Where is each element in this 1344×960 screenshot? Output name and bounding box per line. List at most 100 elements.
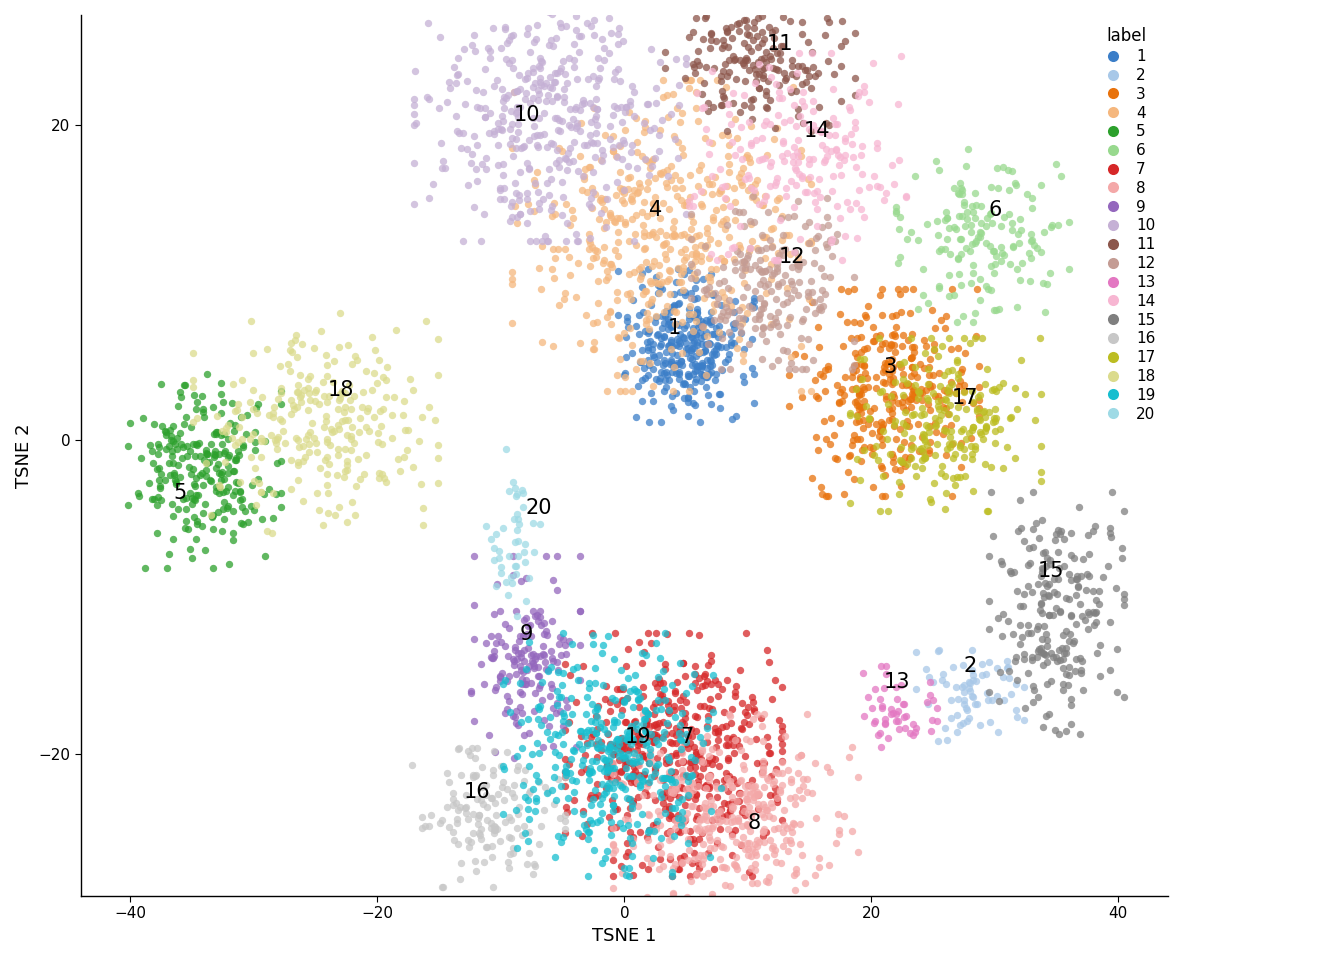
Point xyxy=(727,243,749,258)
Point xyxy=(637,96,659,111)
Point xyxy=(573,171,594,186)
Point xyxy=(847,451,868,467)
Point xyxy=(594,53,616,68)
Point xyxy=(665,51,687,66)
Point xyxy=(650,701,672,716)
Point xyxy=(1043,571,1064,587)
Point xyxy=(155,423,176,439)
Point xyxy=(495,575,516,590)
Point xyxy=(696,804,718,819)
Point xyxy=(638,167,660,182)
Point xyxy=(470,657,492,672)
Point xyxy=(702,821,723,836)
Point xyxy=(929,413,950,428)
Point xyxy=(649,165,671,180)
Point xyxy=(714,57,735,72)
Point xyxy=(503,148,524,163)
Point xyxy=(950,423,972,439)
Point xyxy=(558,146,579,161)
Point xyxy=(1039,265,1060,280)
Point xyxy=(921,378,942,394)
Point xyxy=(657,698,679,713)
Point xyxy=(534,127,555,142)
Point xyxy=(680,285,702,300)
Point xyxy=(700,347,722,362)
Point xyxy=(499,549,520,564)
Point xyxy=(637,825,659,840)
Point xyxy=(523,79,544,94)
Point xyxy=(770,212,792,228)
Point xyxy=(617,690,638,706)
Point xyxy=(969,424,991,440)
Point xyxy=(704,169,726,184)
Point xyxy=(864,169,886,184)
Point xyxy=(712,780,734,795)
Point xyxy=(961,446,982,462)
Point xyxy=(622,233,644,249)
Point xyxy=(523,659,544,674)
Point xyxy=(767,278,789,294)
Point xyxy=(672,754,694,769)
Point xyxy=(446,742,468,757)
Point xyxy=(501,576,523,591)
Point xyxy=(707,329,728,345)
Point xyxy=(664,287,685,302)
Point xyxy=(747,39,769,55)
Point xyxy=(747,196,769,211)
Point xyxy=(488,786,509,802)
Point xyxy=(715,79,737,94)
Point xyxy=(577,71,598,86)
Point xyxy=(679,383,700,398)
Point xyxy=(864,400,886,416)
Point xyxy=(715,718,737,733)
Point xyxy=(610,858,632,874)
Point xyxy=(523,118,544,133)
Point xyxy=(696,379,718,395)
Point xyxy=(738,247,759,262)
Point xyxy=(504,658,526,673)
Point xyxy=(220,396,242,411)
Point xyxy=(442,785,464,801)
Point xyxy=(637,174,659,189)
Point xyxy=(262,510,284,525)
Point xyxy=(538,2,559,17)
Point xyxy=(1017,579,1039,594)
Point xyxy=(871,420,892,435)
Point xyxy=(707,290,728,305)
Point xyxy=(637,340,659,355)
Point xyxy=(728,310,750,325)
Point xyxy=(835,131,856,146)
Point xyxy=(461,834,482,850)
Point xyxy=(954,401,976,417)
Point xyxy=(665,358,687,373)
Point xyxy=(1078,605,1099,620)
Point xyxy=(659,769,680,784)
Point xyxy=(833,228,855,244)
Point xyxy=(1038,588,1059,604)
Point xyxy=(814,153,836,168)
Point xyxy=(1063,550,1085,565)
Point xyxy=(559,766,581,781)
Point xyxy=(699,312,720,327)
Point xyxy=(685,372,707,387)
Point xyxy=(867,452,888,468)
Point xyxy=(628,635,649,650)
Point xyxy=(743,396,765,411)
Point xyxy=(582,816,603,831)
Point xyxy=(148,460,169,475)
Point xyxy=(530,53,551,68)
Point xyxy=(784,140,805,156)
Point xyxy=(886,680,907,695)
Point xyxy=(450,140,472,156)
Point xyxy=(823,81,844,96)
Point xyxy=(831,59,852,74)
Point xyxy=(972,330,993,346)
Point xyxy=(785,68,806,84)
Point xyxy=(546,792,567,807)
Point xyxy=(860,700,882,715)
Point xyxy=(194,542,215,558)
Point xyxy=(974,409,996,424)
Point xyxy=(636,717,657,732)
Point xyxy=(934,420,956,436)
Point xyxy=(711,183,732,199)
